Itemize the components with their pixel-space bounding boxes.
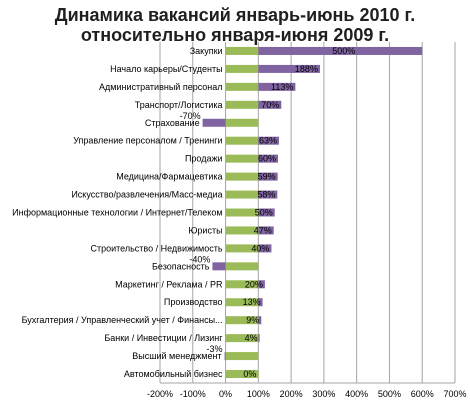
- baseline-bar: [225, 100, 259, 109]
- value-label: 70%: [261, 100, 279, 110]
- baseline-bar: [225, 118, 259, 127]
- x-tick-label: 700%: [443, 389, 466, 399]
- category-label: Высший менеджмент: [132, 351, 221, 361]
- chart-title-line-2: относительно января-июня 2009 г.: [80, 25, 390, 45]
- category-label: Начало карьеры/Студенты: [110, 64, 222, 74]
- baseline-bar: [225, 226, 259, 235]
- baseline-bar: [225, 46, 259, 55]
- category-label: Маркетинг / Реклама / PR: [115, 279, 223, 289]
- chart-title-line-1: Динамика вакансий январь-июнь 2010 г.: [54, 5, 416, 25]
- category-label: Медицина/Фармацевтика: [116, 172, 222, 182]
- baseline-bar: [225, 370, 259, 379]
- baseline-bar: [225, 190, 259, 199]
- category-label: Закупки: [190, 46, 223, 56]
- value-label: 50%: [255, 208, 273, 218]
- value-label: 60%: [258, 154, 276, 164]
- x-tick-label: 600%: [411, 389, 434, 399]
- baseline-bar: [225, 262, 259, 271]
- change-bar: [258, 100, 282, 109]
- category-label: Юристы: [188, 225, 222, 235]
- change-bar: [224, 352, 226, 361]
- value-label: 20%: [245, 279, 263, 289]
- value-label: 59%: [258, 172, 276, 182]
- baseline-bar: [225, 82, 259, 91]
- value-label: -70%: [180, 111, 201, 121]
- value-label: 63%: [259, 136, 277, 146]
- category-label: Строительство / Недвижимость: [90, 243, 222, 253]
- change-bar: [258, 334, 260, 343]
- category-label: Производство: [164, 297, 223, 307]
- change-bar: [212, 262, 226, 271]
- category-label: Искусство/развлечения/Масс-медиа: [71, 190, 222, 200]
- change-bar: [258, 280, 265, 289]
- change-bar: [258, 172, 278, 181]
- change-bar: [258, 64, 320, 73]
- baseline-bar: [225, 334, 259, 343]
- change-bar: [258, 316, 262, 325]
- x-tick-label: -200%: [147, 389, 173, 399]
- change-bar: [258, 190, 278, 199]
- category-label: Информационные технологии / Интернет/Тел…: [12, 208, 222, 218]
- baseline-bar: [225, 244, 259, 253]
- x-tick-label: 100%: [247, 389, 270, 399]
- baseline-bar: [225, 316, 259, 325]
- category-label: Бухгалтерия / Управленческий учет / Фина…: [22, 315, 223, 325]
- baseline-bar: [225, 298, 259, 307]
- change-bar: [258, 136, 279, 145]
- x-tick-label: 400%: [345, 389, 368, 399]
- change-bar: [258, 226, 274, 235]
- value-label: 9%: [246, 315, 259, 325]
- value-label: 4%: [245, 333, 258, 343]
- category-label: Банки / Инвестиции / Лизинг: [104, 333, 223, 343]
- baseline-bar: [225, 208, 259, 217]
- x-tick-label: 200%: [280, 389, 303, 399]
- baseline-bar: [225, 280, 259, 289]
- change-bar: [258, 46, 423, 55]
- category-label: Автомобильный бизнес: [124, 369, 223, 379]
- category-label: Транспорт/Логистика: [135, 100, 223, 110]
- value-label: 500%: [332, 46, 355, 56]
- x-tick-label: 0%: [219, 389, 232, 399]
- value-label: 13%: [243, 297, 261, 307]
- value-label: 40%: [251, 243, 269, 253]
- change-bar: [258, 208, 275, 217]
- category-label: Продажи: [185, 154, 223, 164]
- baseline-bar: [225, 172, 259, 181]
- category-label: Безопасность: [152, 261, 210, 271]
- change-bar: [258, 298, 263, 307]
- change-bar: [258, 154, 278, 163]
- value-label: 188%: [295, 64, 318, 74]
- baseline-bar: [225, 136, 259, 145]
- category-label: Административный персонал: [99, 82, 223, 92]
- change-bar: [258, 244, 272, 253]
- x-tick-label: 300%: [312, 389, 335, 399]
- category-label: Страхование: [145, 118, 200, 128]
- change-bar: [202, 118, 226, 127]
- baseline-bar: [225, 352, 259, 361]
- change-bar: [258, 82, 296, 91]
- category-label: Управление персоналом / Тренинги: [73, 136, 222, 146]
- x-tick-label: 500%: [378, 389, 401, 399]
- value-label: 0%: [243, 369, 256, 379]
- value-label: 58%: [257, 190, 275, 200]
- baseline-bar: [225, 64, 259, 73]
- value-label: -40%: [189, 254, 210, 264]
- baseline-bar: [225, 154, 259, 163]
- value-label: 47%: [254, 225, 272, 235]
- value-label: -3%: [207, 344, 223, 354]
- value-label: 113%: [271, 82, 293, 92]
- x-tick-label: -100%: [180, 389, 206, 399]
